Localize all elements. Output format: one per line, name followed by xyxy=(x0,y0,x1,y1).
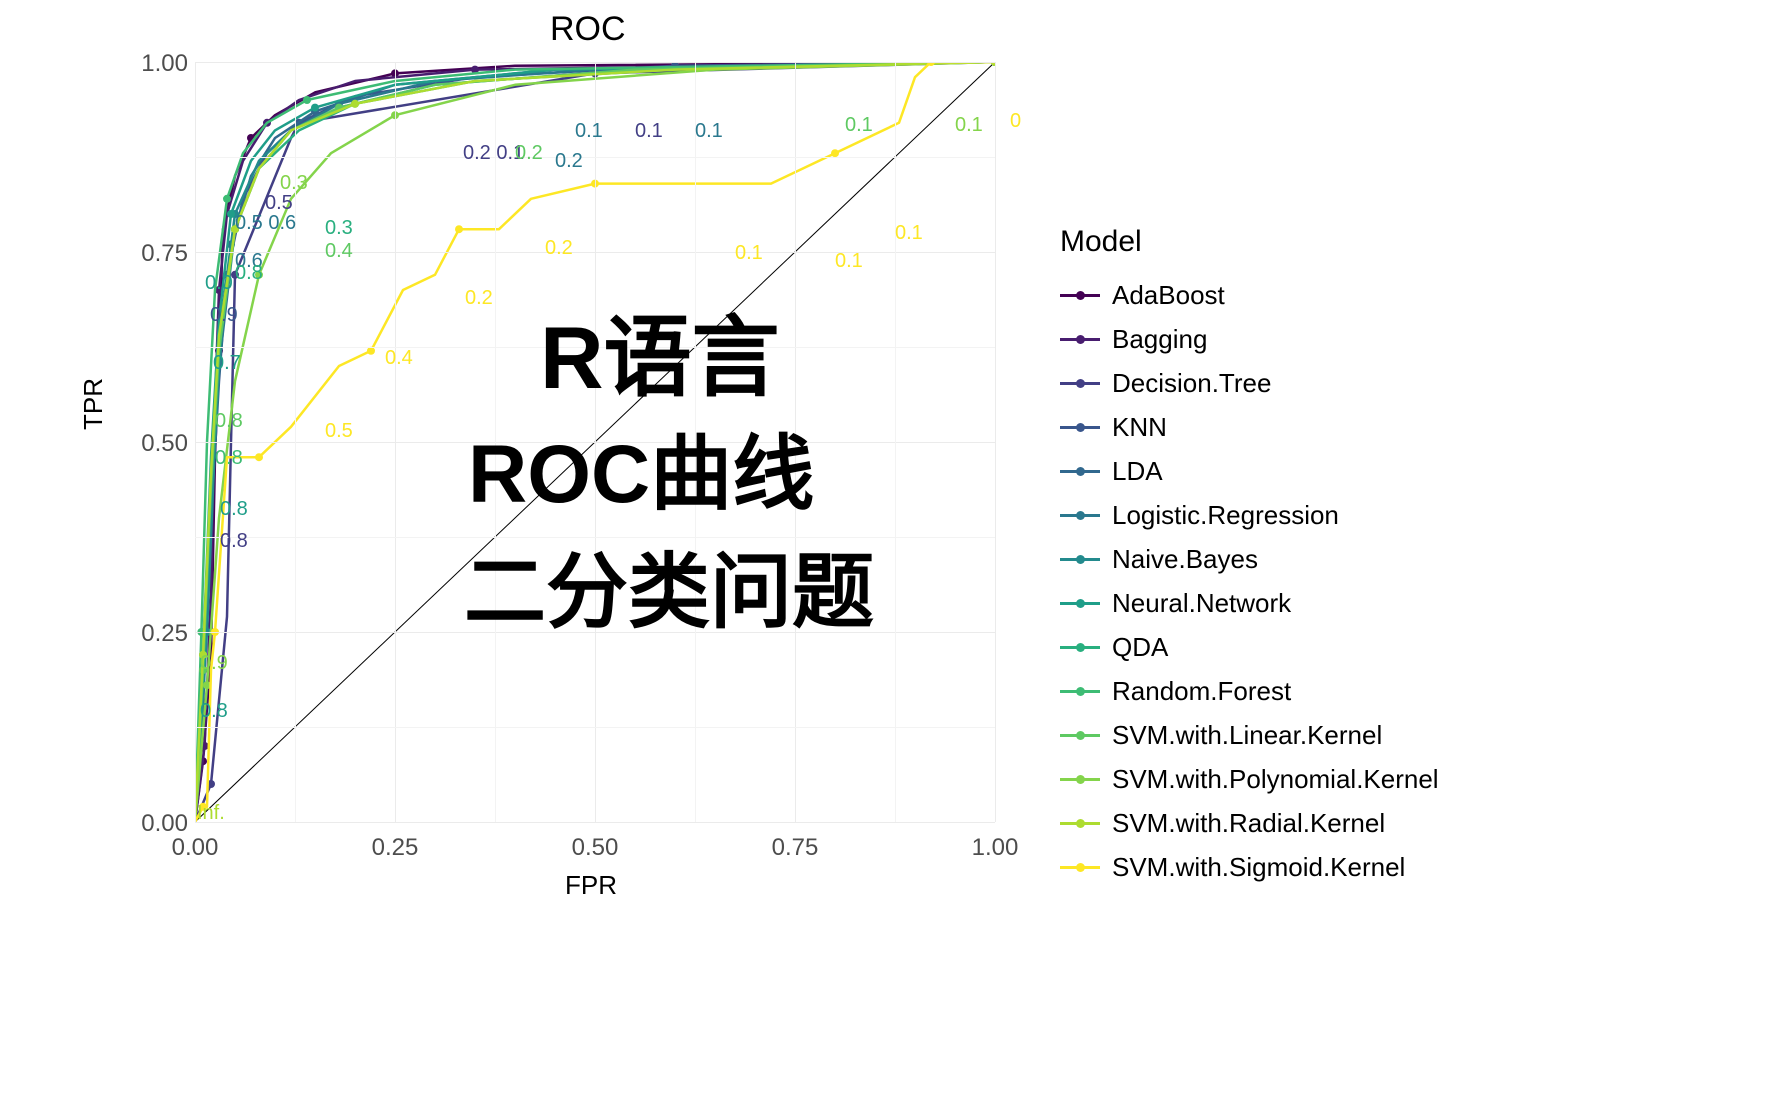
legend-swatch xyxy=(1060,382,1100,385)
legend-label: QDA xyxy=(1112,632,1168,663)
x-tick: 0.50 xyxy=(565,834,625,862)
threshold-label: 0.1 xyxy=(955,114,983,137)
legend-label: Random.Forest xyxy=(1112,676,1291,707)
threshold-label: 0.8 xyxy=(200,700,228,723)
legend-swatch xyxy=(1060,558,1100,561)
legend-swatch xyxy=(1060,294,1100,297)
chart-container: ROC FPR TPR Model AdaBoost Bagging Decisio… xyxy=(0,0,1788,1118)
legend-title: Model xyxy=(1060,225,1439,259)
y-tick: 0.75 xyxy=(128,240,188,268)
overlay-line-1: R语言 xyxy=(540,310,780,407)
x-tick: 0.25 xyxy=(365,834,425,862)
threshold-label: 0.8 xyxy=(220,530,248,553)
threshold-label: 0.8 xyxy=(220,498,248,521)
x-tick: 0.75 xyxy=(765,834,825,862)
chart-title: ROC xyxy=(550,10,626,49)
legend-item: KNN xyxy=(1060,409,1439,445)
threshold-label: 0.7 xyxy=(213,352,241,375)
threshold-label: 0.9 xyxy=(210,304,238,327)
threshold-label: 0.4 xyxy=(385,347,413,370)
legend-label: KNN xyxy=(1112,412,1167,443)
threshold-label: 0.2 xyxy=(465,287,493,310)
overlay-line-2: ROC曲线 xyxy=(468,430,814,520)
threshold-label: 0.5 0.6 xyxy=(235,212,296,235)
legend-swatch xyxy=(1060,734,1100,737)
legend-swatch xyxy=(1060,646,1100,649)
legend-item: QDA xyxy=(1060,629,1439,665)
legend-item: Random.Forest xyxy=(1060,673,1439,709)
legend-swatch xyxy=(1060,822,1100,825)
threshold-label: 0.3 xyxy=(325,217,353,240)
legend-swatch xyxy=(1060,690,1100,693)
legend-item: SVM.with.Linear.Kernel xyxy=(1060,717,1439,753)
overlay-line-3: 二分类问题 xyxy=(464,548,874,638)
legend-swatch xyxy=(1060,426,1100,429)
legend-item: LDA xyxy=(1060,453,1439,489)
threshold-label: 0.5 xyxy=(325,420,353,443)
y-tick: 0.25 xyxy=(128,620,188,648)
legend: Model AdaBoost Bagging Decision.Tree KNN LDA… xyxy=(1060,225,1439,893)
legend-label: Bagging xyxy=(1112,324,1207,355)
threshold-label: 0.2 xyxy=(545,237,573,260)
threshold-label: 0.8 xyxy=(215,410,243,433)
legend-item: SVM.with.Sigmoid.Kernel xyxy=(1060,849,1439,885)
threshold-label: 0.4 xyxy=(325,240,353,263)
legend-label: Logistic.Regression xyxy=(1112,500,1339,531)
legend-swatch xyxy=(1060,602,1100,605)
x-tick: 1.00 xyxy=(965,834,1025,862)
legend-label: Naive.Bayes xyxy=(1112,544,1258,575)
legend-item: AdaBoost xyxy=(1060,277,1439,313)
legend-items: AdaBoost Bagging Decision.Tree KNN LDA Logist… xyxy=(1060,277,1439,885)
y-tick: 1.00 xyxy=(128,50,188,78)
y-tick: 0.50 xyxy=(128,430,188,458)
threshold-label: 0.2 xyxy=(555,150,583,173)
legend-item: Bagging xyxy=(1060,321,1439,357)
legend-label: AdaBoost xyxy=(1112,280,1225,311)
legend-label: SVM.with.Linear.Kernel xyxy=(1112,720,1382,751)
legend-item: Decision.Tree xyxy=(1060,365,1439,401)
x-tick: 0.00 xyxy=(165,834,225,862)
legend-label: Decision.Tree xyxy=(1112,368,1271,399)
legend-item: Logistic.Regression xyxy=(1060,497,1439,533)
legend-item: SVM.with.Polynomial.Kernel xyxy=(1060,761,1439,797)
y-axis-label: TPR xyxy=(78,378,109,430)
threshold-label: 0.1 xyxy=(575,120,603,143)
threshold-label: 0 xyxy=(1010,110,1021,133)
legend-swatch xyxy=(1060,338,1100,341)
legend-item: Neural.Network xyxy=(1060,585,1439,621)
threshold-label: 0.1 xyxy=(845,114,873,137)
legend-item: SVM.with.Radial.Kernel xyxy=(1060,805,1439,841)
threshold-label: 0.1 xyxy=(895,222,923,245)
legend-label: SVM.with.Radial.Kernel xyxy=(1112,808,1385,839)
threshold-label: 0.9 xyxy=(200,652,228,675)
threshold-label: 0.1 xyxy=(635,120,663,143)
threshold-label: 0.8 xyxy=(215,447,243,470)
legend-swatch xyxy=(1060,866,1100,869)
legend-swatch xyxy=(1060,470,1100,473)
legend-swatch xyxy=(1060,778,1100,781)
legend-label: SVM.with.Sigmoid.Kernel xyxy=(1112,852,1405,883)
legend-label: Neural.Network xyxy=(1112,588,1291,619)
y-tick: 0.00 xyxy=(128,810,188,838)
legend-label: LDA xyxy=(1112,456,1163,487)
x-axis-label: FPR xyxy=(565,870,617,901)
threshold-label: 0.1 xyxy=(835,250,863,273)
legend-label: SVM.with.Polynomial.Kernel xyxy=(1112,764,1439,795)
threshold-label: 0.8 xyxy=(235,262,263,285)
threshold-label: 0.0 xyxy=(205,272,233,295)
legend-item: Naive.Bayes xyxy=(1060,541,1439,577)
threshold-label: Inf. xyxy=(197,802,225,825)
threshold-label: 0.1 xyxy=(735,242,763,265)
legend-swatch xyxy=(1060,514,1100,517)
threshold-label: 0.2 xyxy=(515,142,543,165)
threshold-label: 0.1 xyxy=(695,120,723,143)
